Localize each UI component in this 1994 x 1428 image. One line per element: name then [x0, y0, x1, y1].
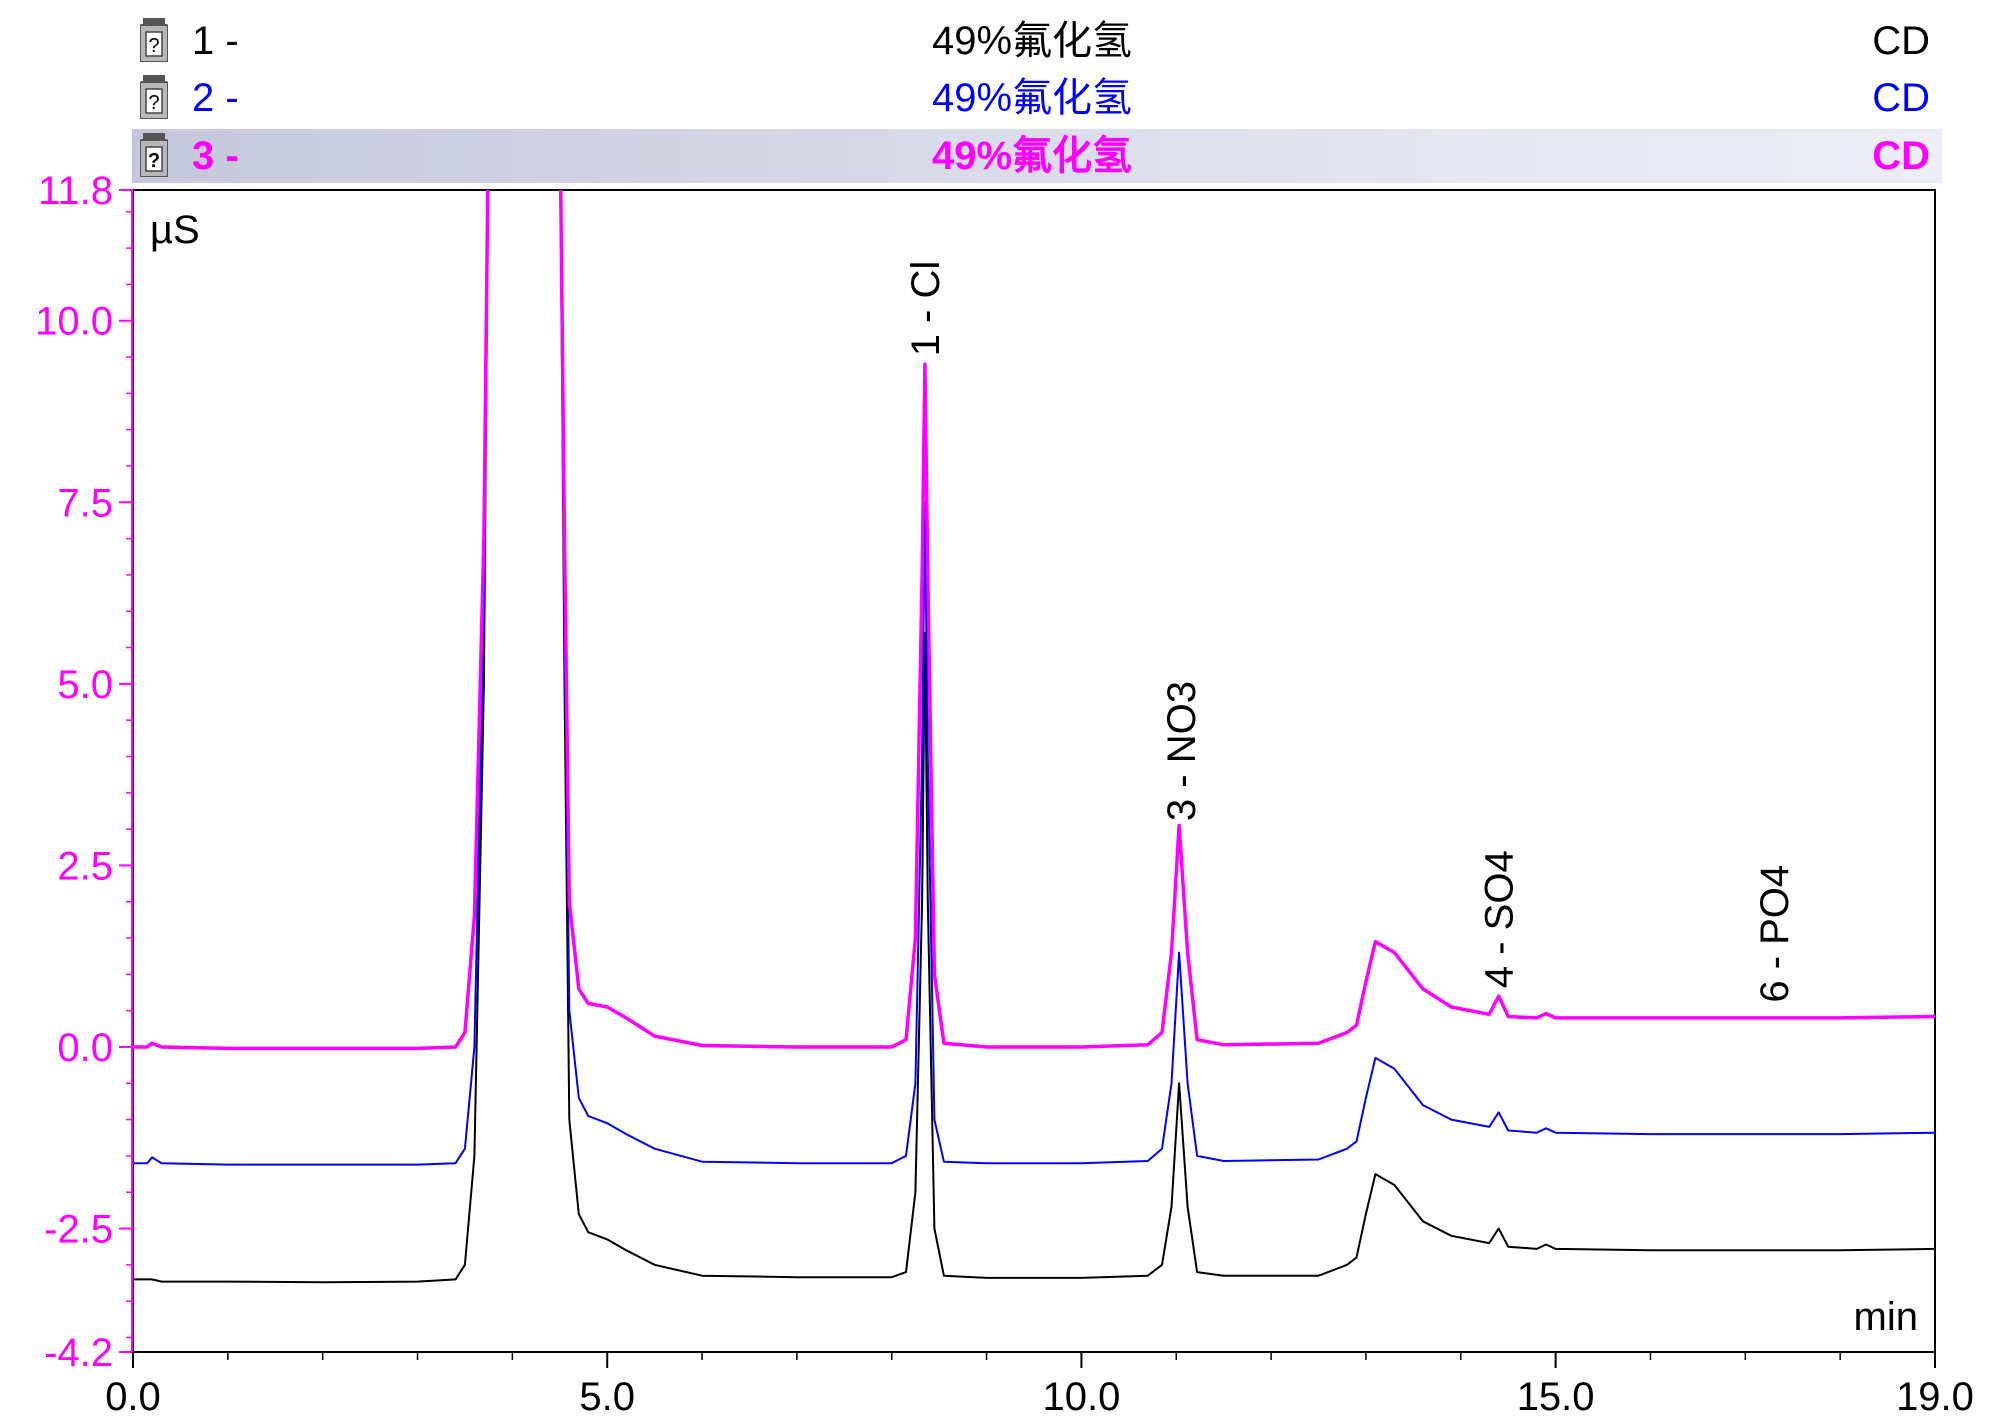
peak-label: 6 - PO4	[1753, 865, 1797, 1003]
y-tick-label: -4.2	[44, 1331, 113, 1375]
legend-detector: CD	[1872, 134, 1930, 178]
legend-sample-name: 49%氟化氢	[932, 76, 1133, 120]
series-line-3	[133, 190, 1935, 1051]
legend-sample-name: 49%氟化氢	[932, 19, 1133, 63]
vial-question-icon: ?	[140, 75, 168, 119]
legend-detector: CD	[1872, 19, 1930, 63]
legend-sample-number: 3 -	[192, 134, 239, 178]
y-tick-label: 0.0	[57, 1026, 113, 1070]
axes: 11.810.07.55.02.50.0-2.5-4.20.0 5.0 10.0 15…	[35, 169, 1974, 1419]
y-unit-label: µS	[150, 208, 200, 252]
y-tick-label: 5.0	[57, 663, 113, 707]
legend-sample-number: 1 -	[192, 19, 239, 63]
legend-row-2[interactable]: ? 2 - 49%氟化氢 CD	[132, 71, 1942, 125]
peak-label: 4 - SO4	[1478, 850, 1522, 988]
x-tick-label: 19.0	[1896, 1375, 1974, 1419]
legend-row-3[interactable]: ? 3 - 49%氟化氢 CD	[132, 129, 1942, 183]
vial-question-icon: ?	[140, 133, 168, 177]
legend-detector: CD	[1872, 76, 1930, 120]
y-tick-label: 7.5	[57, 481, 113, 525]
series-layer	[133, 190, 1935, 1284]
peak-label: 1 - Cl	[904, 261, 948, 357]
y-tick-label: -2.5	[44, 1208, 113, 1252]
x-tick-label: 0.0	[105, 1375, 161, 1419]
x-tick-label: 15.0	[1517, 1375, 1595, 1419]
peak-labels: 1 - Cl 3 - NO3 4 - SO4 6 - PO4	[904, 261, 1797, 1003]
y-tick-label: 10.0	[35, 300, 113, 344]
svg-text:?: ?	[148, 35, 159, 57]
svg-text:?: ?	[148, 150, 160, 172]
x-tick-label: 10.0	[1042, 1375, 1120, 1419]
plot-frame	[132, 189, 1936, 1353]
legend-sample-name: 49%氟化氢	[932, 134, 1133, 178]
y-tick-label: 11.8	[38, 169, 113, 213]
legend: ? 1 - 49%氟化氢 CD ? 2 - 49%氟化氢 CD ? 3 - 49…	[0, 0, 1994, 183]
series-line-2	[133, 190, 1935, 1166]
svg-text:?: ?	[148, 92, 159, 114]
peak-label: 3 - NO3	[1160, 681, 1204, 821]
legend-row-1[interactable]: ? 1 - 49%氟化氢 CD	[132, 14, 1942, 68]
x-unit-label: min	[1854, 1295, 1918, 1339]
legend-sample-number: 2 -	[192, 76, 239, 120]
vial-question-icon: ?	[140, 18, 168, 62]
y-tick-label: 2.5	[57, 844, 113, 888]
x-tick-label: 5.0	[579, 1375, 635, 1419]
series-line-1	[133, 190, 1935, 1284]
